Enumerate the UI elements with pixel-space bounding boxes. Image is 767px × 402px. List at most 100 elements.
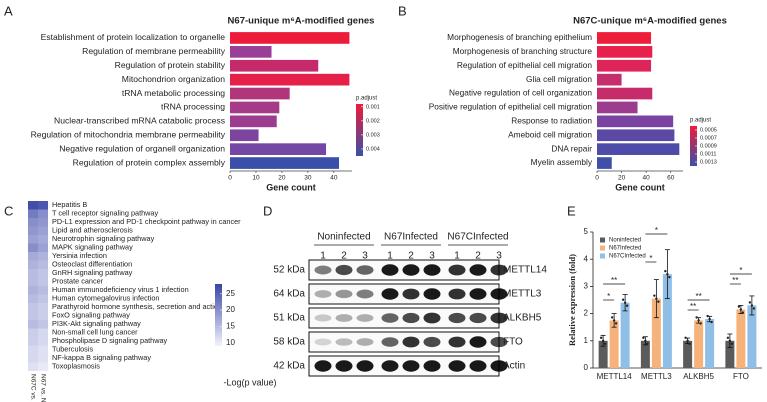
lane-label: 2 xyxy=(341,251,347,262)
bar xyxy=(597,32,652,44)
bar xyxy=(694,320,704,368)
x-tick-label: 30 xyxy=(304,175,312,182)
data-dot xyxy=(610,316,614,319)
y-tick-label: 1 xyxy=(584,336,589,345)
heatmap-cell xyxy=(28,218,38,227)
heatmap-cell xyxy=(38,320,48,329)
data-dot xyxy=(655,297,658,300)
x-tick-label: 0 xyxy=(228,175,232,182)
data-dot xyxy=(612,319,616,322)
row-label: Prostate cancer xyxy=(52,277,104,286)
bar xyxy=(597,87,653,100)
category-label: DNA repair xyxy=(551,143,592,153)
bar xyxy=(736,309,746,368)
x-tick-label: 0 xyxy=(595,175,599,182)
blot-band xyxy=(448,264,466,276)
heatmap-cell xyxy=(28,260,38,269)
category-label: Regulation of membrane permeability xyxy=(82,46,226,56)
row-label: Parathyroid hormone synthesis, secretion… xyxy=(52,302,222,311)
row-label: Hepatitis B xyxy=(52,200,87,209)
legend-tick-label: 0.004 xyxy=(366,146,380,152)
blot-band xyxy=(490,264,508,276)
category-label: Regulation of protein stability xyxy=(115,60,226,70)
heatmap-cell xyxy=(38,235,48,244)
blot-band xyxy=(314,360,332,372)
data-dot xyxy=(726,336,730,339)
lane-label: 3 xyxy=(496,251,502,262)
heatmap-cell xyxy=(28,277,38,286)
heatmap-cell xyxy=(28,226,38,235)
colorbar-tick-label: 25 xyxy=(226,289,235,298)
sig-label: ** xyxy=(696,292,702,301)
category-label: tRNA processing xyxy=(161,102,225,112)
blot-band xyxy=(335,264,353,276)
legend-label: N67Infected xyxy=(609,246,641,252)
sig-label: * xyxy=(655,226,658,235)
size-label: 42 kDa xyxy=(273,361,305,372)
blot-band xyxy=(402,360,420,372)
lane-label: 1 xyxy=(454,251,460,262)
sig-label: * xyxy=(649,254,652,263)
colorbar xyxy=(215,284,222,346)
blot-band xyxy=(423,312,441,324)
y-tick-label: 2 xyxy=(584,309,589,318)
row-label: Toxoplasmosis xyxy=(52,362,100,371)
heatmap-cell xyxy=(38,328,48,337)
data-dot xyxy=(621,298,625,301)
heatmap-cell xyxy=(38,337,48,346)
x-tick-label: 20 xyxy=(278,175,286,182)
heatmap-cell xyxy=(28,320,38,329)
legend-tick-label: 0.0005 xyxy=(700,127,717,133)
row-label: Lipid and atherosclerosis xyxy=(52,226,133,235)
bar xyxy=(597,46,653,58)
legend-colorbar xyxy=(690,126,697,166)
heatmap-cell xyxy=(38,345,48,354)
colorbar-tick-label: 15 xyxy=(226,322,235,331)
blot-band xyxy=(423,288,441,300)
legend-title: p.adjust xyxy=(690,118,711,124)
heatmap-cell xyxy=(28,311,38,320)
data-dot xyxy=(708,317,711,321)
heatmap-cell xyxy=(38,269,48,278)
blot-band xyxy=(356,289,374,299)
blot-band xyxy=(423,336,441,348)
data-dot xyxy=(646,342,649,345)
sig-label: ** xyxy=(690,302,696,311)
legend-tick-label: 0.003 xyxy=(366,132,380,138)
category-label: Positive regulation of epithelial cell m… xyxy=(429,102,593,112)
column-label: N67C vs. Non xyxy=(29,374,36,402)
category-label: Negative regulation of cell organization xyxy=(449,88,592,98)
legend-tick-label: 0.002 xyxy=(366,118,380,124)
protein-label: METTL14 xyxy=(503,265,547,276)
bar xyxy=(725,340,735,368)
category-label: tRNA metabolic processing xyxy=(122,88,225,98)
blot-band xyxy=(423,360,441,372)
blot-band xyxy=(490,336,508,348)
x-tick-label: 60 xyxy=(667,175,675,182)
y-tick-label: 5 xyxy=(584,227,589,236)
bar xyxy=(609,320,619,368)
bar xyxy=(230,73,350,86)
protein-label: METTL3 xyxy=(503,289,542,300)
heatmap-cell xyxy=(38,311,48,320)
row-label: PD-L1 expression and PD-1 checkpoint pat… xyxy=(52,217,241,226)
legend-label: N67CInfected xyxy=(609,254,646,260)
legend-label: Noninfected xyxy=(609,238,641,244)
data-dot xyxy=(710,320,713,324)
row-label: Non-small cell lung cancer xyxy=(52,328,138,337)
data-dot xyxy=(666,272,669,276)
x-tick-label: METTL14 xyxy=(597,372,633,381)
data-dot xyxy=(668,275,671,279)
blot-band xyxy=(402,288,420,300)
heatmap-cell xyxy=(28,328,38,337)
data-dot xyxy=(684,336,687,339)
bar xyxy=(705,319,715,368)
x-axis-label: Gene count xyxy=(615,182,665,192)
data-dot xyxy=(697,319,700,322)
bar xyxy=(597,73,622,86)
heatmap-cell xyxy=(38,303,48,312)
x-tick-label: 20 xyxy=(618,175,626,182)
category-label: Regulation of mitochondria membrane perm… xyxy=(31,130,226,140)
bar xyxy=(230,46,272,58)
group-label: N67Infected xyxy=(384,232,438,243)
